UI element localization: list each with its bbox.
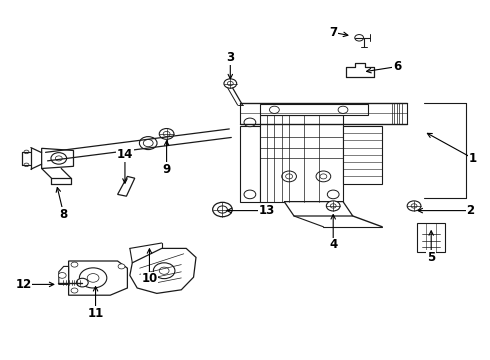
Circle shape (327, 190, 339, 199)
Polygon shape (130, 248, 196, 293)
Circle shape (159, 129, 174, 139)
Polygon shape (260, 104, 368, 115)
Text: 1: 1 (469, 152, 477, 165)
Circle shape (163, 131, 170, 136)
Circle shape (326, 201, 340, 211)
Circle shape (355, 35, 364, 41)
Text: 4: 4 (329, 238, 337, 251)
Polygon shape (42, 148, 74, 168)
Circle shape (316, 171, 331, 182)
Text: 7: 7 (329, 26, 337, 39)
Polygon shape (118, 176, 135, 196)
Circle shape (320, 174, 327, 179)
Text: 12: 12 (15, 278, 32, 291)
Polygon shape (59, 266, 69, 284)
Text: 13: 13 (259, 204, 275, 217)
Circle shape (213, 202, 232, 217)
Circle shape (71, 262, 78, 267)
Circle shape (338, 106, 348, 113)
Circle shape (224, 79, 237, 88)
Circle shape (159, 267, 169, 274)
Circle shape (71, 288, 78, 293)
Circle shape (244, 190, 256, 199)
Circle shape (87, 274, 99, 282)
Circle shape (286, 174, 293, 179)
Text: 5: 5 (427, 251, 435, 264)
Circle shape (24, 150, 29, 154)
Circle shape (118, 264, 125, 269)
Circle shape (411, 204, 417, 208)
Circle shape (330, 204, 336, 208)
Polygon shape (240, 126, 260, 202)
Text: 9: 9 (163, 163, 171, 176)
Circle shape (140, 136, 157, 150)
Text: 6: 6 (393, 60, 401, 73)
Circle shape (58, 273, 66, 278)
Circle shape (55, 156, 62, 161)
Text: 10: 10 (141, 273, 158, 285)
Circle shape (76, 278, 88, 287)
Circle shape (218, 206, 227, 213)
Circle shape (153, 263, 175, 279)
Circle shape (79, 268, 107, 288)
Polygon shape (69, 261, 127, 295)
Text: 14: 14 (117, 148, 133, 161)
Circle shape (282, 171, 296, 182)
Circle shape (24, 163, 29, 167)
Polygon shape (343, 126, 382, 184)
Circle shape (51, 153, 67, 164)
Circle shape (143, 139, 153, 147)
Text: 8: 8 (60, 208, 68, 221)
Circle shape (407, 201, 421, 211)
Circle shape (244, 118, 256, 127)
Text: 2: 2 (466, 204, 474, 217)
Text: 3: 3 (226, 51, 234, 64)
Circle shape (227, 81, 233, 86)
Polygon shape (260, 115, 343, 202)
Polygon shape (284, 202, 353, 216)
Text: 11: 11 (87, 307, 104, 320)
Circle shape (270, 106, 279, 113)
Polygon shape (417, 223, 445, 252)
